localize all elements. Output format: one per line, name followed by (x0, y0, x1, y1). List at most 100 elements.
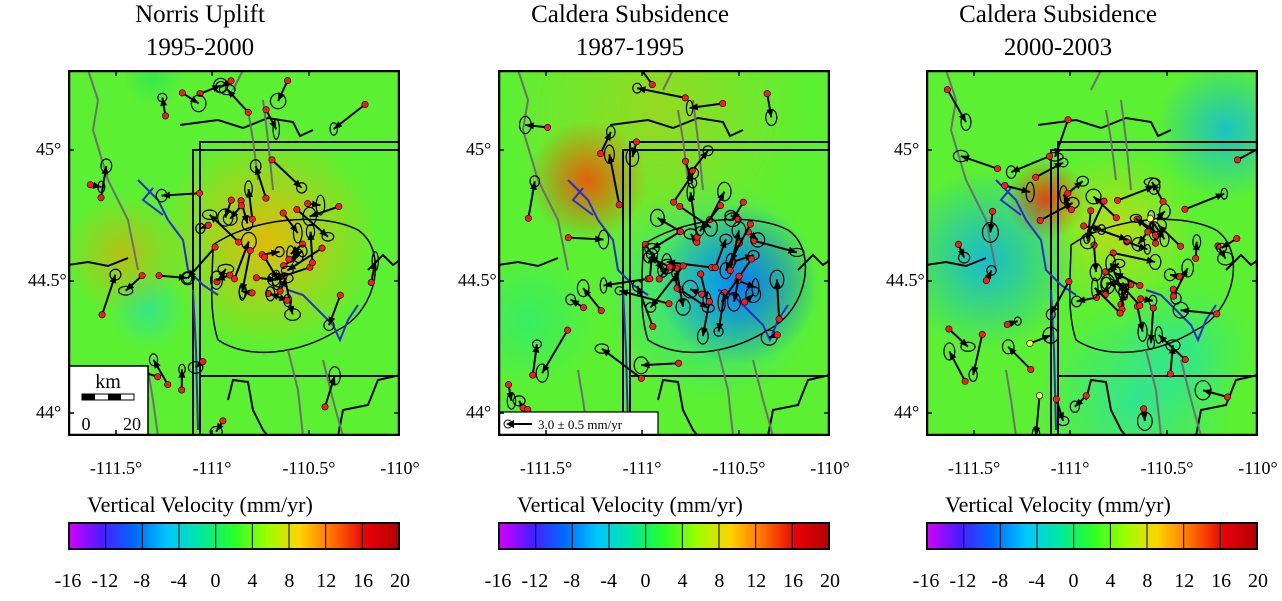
gps-station (204, 221, 212, 229)
gps-station (597, 150, 605, 158)
velocity-vector (1029, 326, 1059, 345)
gps-station (1064, 189, 1072, 197)
gps-station (505, 381, 513, 389)
gps-station (1152, 239, 1160, 247)
latitude-tick: 44.5° (458, 270, 497, 290)
reference-vector: 3.0 ± 0.5 mm/yr (498, 411, 659, 436)
velocity-vector (1035, 157, 1069, 179)
svg-text:0: 0 (82, 414, 91, 434)
gps-station (226, 271, 234, 279)
velocity-vector (625, 141, 640, 167)
velocity-vector (714, 233, 733, 268)
gps-station (741, 298, 749, 306)
colorbar-tick: 16 (353, 570, 374, 592)
colorbar-tick: 12 (1174, 570, 1195, 592)
panel-3: Caldera Subsidence 2000-2003 45° 44.5° 44° -1… (858, 0, 1278, 601)
gps-station (1223, 393, 1231, 401)
velocity-vector (1172, 301, 1217, 319)
gps-station (763, 90, 771, 98)
longitude-tick: -111° (622, 458, 662, 478)
gps-station (178, 89, 186, 97)
velocity-vector (1172, 258, 1195, 297)
gps-station (1027, 365, 1035, 373)
gps-station (637, 374, 645, 382)
longitude-tick: -110° (380, 458, 420, 478)
latitude-tick: 45° (36, 139, 62, 159)
velocity-vector (249, 159, 267, 199)
gps-station (711, 264, 719, 272)
gps-station (698, 290, 706, 298)
gps-station (285, 255, 293, 263)
gps-station (1177, 242, 1185, 250)
gps-station (943, 86, 951, 94)
colorbar-tick: 16 (783, 570, 804, 592)
colorbar-tick: 8 (284, 570, 295, 592)
colorbar-tick: 0 (1068, 570, 1079, 592)
gps-station (679, 262, 687, 270)
panel-subtitle: 1995-2000 (145, 34, 255, 61)
latitude-tick: 45° (466, 139, 492, 159)
colorbar-tick: 12 (316, 570, 337, 592)
velocity-vector (643, 250, 671, 268)
gps-station (235, 238, 243, 246)
gps-station (580, 304, 588, 312)
gps-station (681, 157, 689, 165)
velocity-vector (568, 229, 610, 250)
colorbar-tick: 4 (1105, 570, 1116, 592)
velocity-vector (201, 209, 240, 243)
latitude-tick: 44° (894, 402, 920, 422)
gps-station (155, 272, 163, 280)
gps-station (716, 202, 724, 210)
gps-station (248, 215, 256, 223)
gps-station (670, 198, 678, 206)
velocity-vector (1001, 339, 1032, 371)
gps-station (211, 243, 219, 251)
velocity-vector (685, 99, 723, 117)
panel-subtitle: 1987-1995 (575, 34, 685, 61)
colorbar-tick: -16 (484, 570, 512, 592)
gps-station (961, 377, 969, 385)
velocity-vector (599, 125, 616, 155)
velocity-vector (305, 223, 316, 263)
gps-station (1114, 196, 1122, 204)
gps-station (726, 266, 734, 274)
longitude-tick: -110.5° (712, 458, 766, 478)
gps-station (564, 234, 572, 242)
velocity-vector (576, 279, 603, 312)
map-canvas: 3.0 ± 0.5 mm/yr (498, 70, 830, 436)
colorbar-tick: 8 (1142, 570, 1153, 592)
colorbar-scale (926, 522, 1258, 550)
boundary-lines (498, 116, 830, 436)
gps-station (318, 244, 326, 252)
velocity-vector (672, 166, 700, 203)
gps-station (954, 240, 962, 248)
velocity-vector (695, 204, 722, 237)
gps-station (279, 209, 287, 217)
gps-station (336, 291, 344, 299)
gps-station (98, 311, 106, 319)
longitude-tick: -111.5° (89, 458, 143, 478)
gps-station (1032, 173, 1040, 181)
gps-station (244, 108, 252, 116)
gps-station (529, 371, 537, 379)
velocity-vector (1055, 398, 1070, 427)
svg-text:20: 20 (123, 414, 141, 434)
longitude-tick: -111.5° (519, 458, 573, 478)
gps-station (237, 202, 245, 210)
velocity-anomaly (123, 70, 183, 108)
velocity-vector (1085, 188, 1117, 219)
gps-station (676, 228, 684, 236)
velocity-map: km 0 20 (68, 70, 400, 436)
gps-station (649, 323, 657, 331)
velocity-vector (265, 109, 281, 140)
velocity-vector (1154, 326, 1186, 361)
velocity-vector (675, 267, 691, 316)
gps-station (367, 278, 375, 286)
velocity-vector (269, 80, 289, 110)
gps-station (1213, 310, 1221, 318)
longitude-tick: -111° (1050, 458, 1090, 478)
velocity-vector (1005, 155, 1050, 179)
gps-station (1065, 278, 1073, 286)
colorbar-tick: 16 (1211, 570, 1232, 592)
velocity-vector (614, 286, 670, 305)
